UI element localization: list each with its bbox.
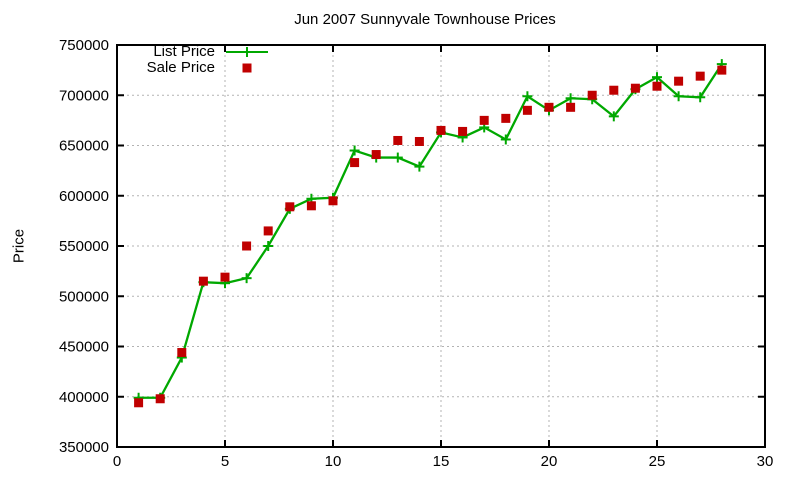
sale-price-point xyxy=(134,398,144,408)
legend-item-list-price: List Price xyxy=(133,44,270,60)
sale-price-point xyxy=(155,394,165,404)
sale-price-point xyxy=(501,113,511,123)
sale-price-point xyxy=(717,65,727,75)
x-tick-label: 0 xyxy=(113,453,121,470)
sale-price-point xyxy=(414,136,424,146)
sale-price-point xyxy=(566,102,576,112)
sale-price-point xyxy=(263,226,273,236)
sale-price-point xyxy=(479,115,489,125)
sale-price-point xyxy=(177,348,187,358)
sale-price-point xyxy=(674,76,684,86)
x-tick-label: 15 xyxy=(433,453,450,470)
sale-price-point xyxy=(306,201,316,211)
x-tick-label: 5 xyxy=(221,453,229,470)
sale-price-point xyxy=(285,202,295,212)
sale-price-point xyxy=(350,158,360,168)
x-tick-label: 10 xyxy=(325,453,342,470)
y-tick-label: 650000 xyxy=(59,138,109,155)
sale-price-point xyxy=(328,196,338,206)
legend-label-sale-price: Sale Price xyxy=(146,59,215,76)
y-tick-label: 400000 xyxy=(59,389,109,406)
sale-price-point xyxy=(609,85,619,95)
sale-price-point xyxy=(544,102,554,112)
x-tick-label: 25 xyxy=(649,453,666,470)
sale-price-square-sample-icon xyxy=(242,63,252,73)
y-tick-label: 450000 xyxy=(59,339,109,356)
list-price-line-sample-icon xyxy=(226,47,268,57)
legend-item-sale-price: Sale Price xyxy=(133,60,270,76)
y-tick-label: 500000 xyxy=(59,288,109,305)
sale-price-point xyxy=(393,135,403,145)
y-tick-label: 700000 xyxy=(59,87,109,104)
sale-price-point xyxy=(652,81,662,91)
y-tick-label: 550000 xyxy=(59,238,109,255)
sale-price-point xyxy=(242,241,252,251)
sale-price-point xyxy=(436,125,446,135)
sale-price-point xyxy=(630,83,640,93)
sale-price-point xyxy=(371,150,381,160)
legend-label-list-price: List Price xyxy=(153,43,215,60)
y-tick-label: 350000 xyxy=(59,439,109,456)
sale-price-point xyxy=(695,71,705,81)
y-tick-label: 600000 xyxy=(59,188,109,205)
sale-price-point xyxy=(522,105,532,115)
y-tick-label: 750000 xyxy=(59,37,109,54)
plot-border xyxy=(116,44,766,448)
x-tick-label: 30 xyxy=(757,453,774,470)
list-price-line xyxy=(138,63,723,399)
chart-title: Jun 2007 Sunnyvale Townhouse Prices xyxy=(294,11,556,28)
sale-price-point xyxy=(458,126,468,136)
x-tick-label: 20 xyxy=(541,453,558,470)
legend: List Price Sale Price xyxy=(133,44,270,76)
sale-price-point xyxy=(587,90,597,100)
sale-price-point xyxy=(198,276,208,286)
sale-price-point xyxy=(220,272,230,282)
